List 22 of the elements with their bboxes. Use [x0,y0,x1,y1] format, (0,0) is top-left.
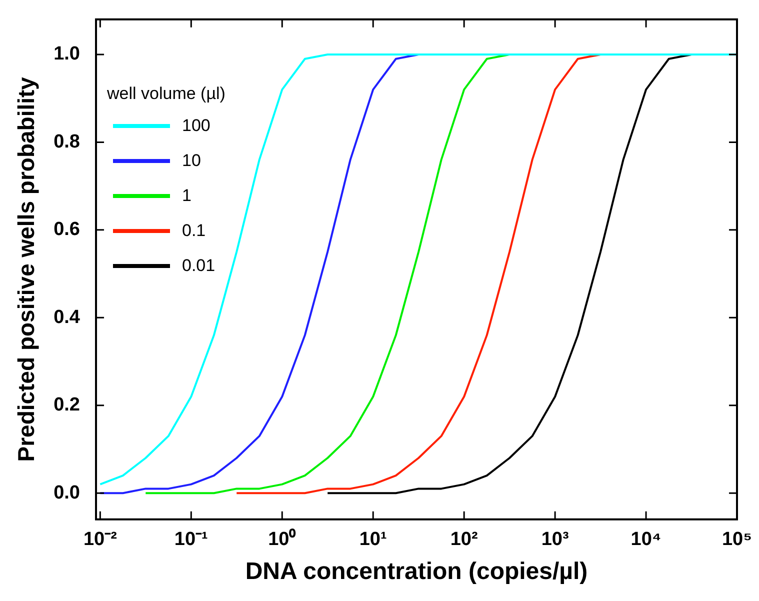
x-axis-title: DNA concentration (copies/µl) [245,558,588,586]
y-tick-label: 0.4 [54,306,80,328]
legend-label: 0.1 [182,220,206,241]
y-axis-title: Predicted positive wells probability [13,76,40,462]
x-tick-label: 10² [450,529,478,550]
y-tick-label: 1.0 [54,44,80,65]
legend-label: 10 [182,150,201,171]
legend-label: 0.01 [182,256,216,276]
legend-label: 100 [182,116,210,136]
y-tick-label: 0.8 [54,131,80,152]
x-tick-label: 10¹ [359,529,387,550]
y-tick-label: 0.0 [54,482,80,504]
x-tick-label: 10⁻² [83,529,117,550]
y-tick-label: 0.6 [54,219,80,240]
x-tick-label: 10⁰ [268,528,296,550]
legend-label: 1 [182,186,192,206]
legend-title: well volume (µl) [107,84,226,104]
x-tick-label: 10⁻¹ [174,529,208,550]
x-tick-label: 10⁵ [722,529,752,550]
x-tick-label: 10³ [541,529,569,550]
y-tick-label: 0.2 [54,394,80,416]
x-tick-label: 10⁴ [630,529,662,550]
